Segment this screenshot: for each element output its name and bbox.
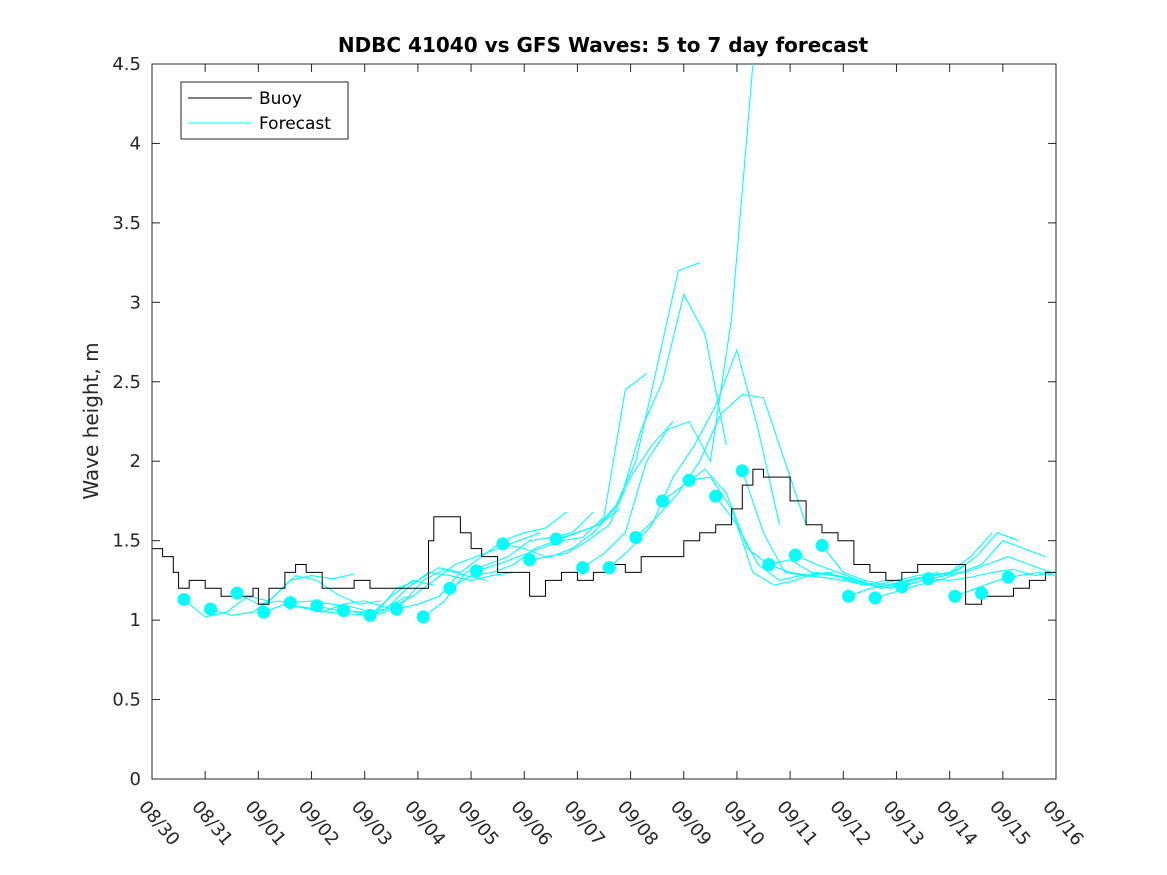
forecast-run-line [768, 559, 940, 586]
legend-box [180, 81, 349, 140]
forecast-run-line [821, 532, 993, 586]
y-tick-label: 0 [130, 769, 141, 790]
forecast-point [948, 589, 962, 603]
y-axis-label: Wave height, m [79, 342, 103, 499]
y-tick-label: 1.5 [112, 531, 141, 552]
forecast-run-line [210, 574, 381, 616]
forecast-point [975, 586, 989, 600]
forecast-point [230, 586, 244, 600]
buoy-line [152, 468, 1056, 605]
forecast-run-line [715, 495, 886, 586]
chart-title: NDBC 41040 vs GFS Waves: 5 to 7 day fore… [338, 33, 869, 57]
forecast-run-line [236, 592, 408, 613]
forecast-point [762, 558, 776, 571]
y-tick-label: 3 [130, 292, 141, 313]
forecast-point [203, 602, 217, 616]
forecast-point [815, 538, 829, 552]
legend-label-forecast: Forecast [259, 114, 331, 134]
forecast-run-line [635, 393, 807, 538]
forecast-point [523, 553, 537, 567]
forecast-point [310, 599, 324, 613]
y-tick-label: 4.5 [112, 54, 141, 75]
forecast-point [1001, 570, 1015, 584]
forecast-point [709, 489, 723, 503]
plot-area [151, 63, 1057, 780]
forecast-point [576, 561, 590, 575]
y-tick-label: 0.5 [112, 690, 141, 711]
y-tick-label: 2.5 [112, 372, 141, 393]
forecast-point [655, 494, 669, 508]
legend: Buoy Forecast [180, 81, 349, 140]
y-tick-label: 1 [130, 610, 141, 631]
forecast-run-line [689, 476, 860, 586]
forecast-point [363, 608, 377, 622]
forecast-run-line [928, 568, 1057, 581]
forecast-point [842, 589, 856, 603]
forecast-point [682, 473, 696, 487]
forecast-point [735, 464, 749, 478]
forecast-point [283, 596, 297, 610]
forecast-point [602, 561, 616, 575]
y-tick-label: 4 [130, 133, 141, 154]
forecast-point [921, 572, 935, 586]
y-tick-label: 2 [130, 451, 141, 472]
forecast-point [895, 580, 909, 594]
forecast-point [496, 537, 510, 551]
y-tick-label: 3.5 [112, 213, 141, 234]
forecast-run-line [555, 292, 727, 540]
forecast-point [469, 564, 483, 578]
forecast-point [443, 581, 457, 595]
forecast-point [416, 610, 430, 624]
forecast-point [177, 592, 191, 606]
forecast-point [336, 604, 350, 618]
forecast-run-line [529, 262, 700, 561]
forecast-point [257, 605, 271, 619]
forecast-run-line [582, 63, 754, 569]
y-axis: 0 0.5 1 1.5 2 2.5 3 3.5 4 4.5 [112, 54, 1056, 790]
forecast-point [868, 591, 882, 605]
forecast-point [629, 530, 643, 544]
legend-label-buoy: Buoy [259, 89, 302, 109]
forecast-point [788, 548, 802, 562]
forecast-point [549, 532, 563, 546]
series-layer [152, 63, 1057, 624]
forecast-run-line [502, 421, 674, 558]
forecast-point [390, 602, 404, 616]
